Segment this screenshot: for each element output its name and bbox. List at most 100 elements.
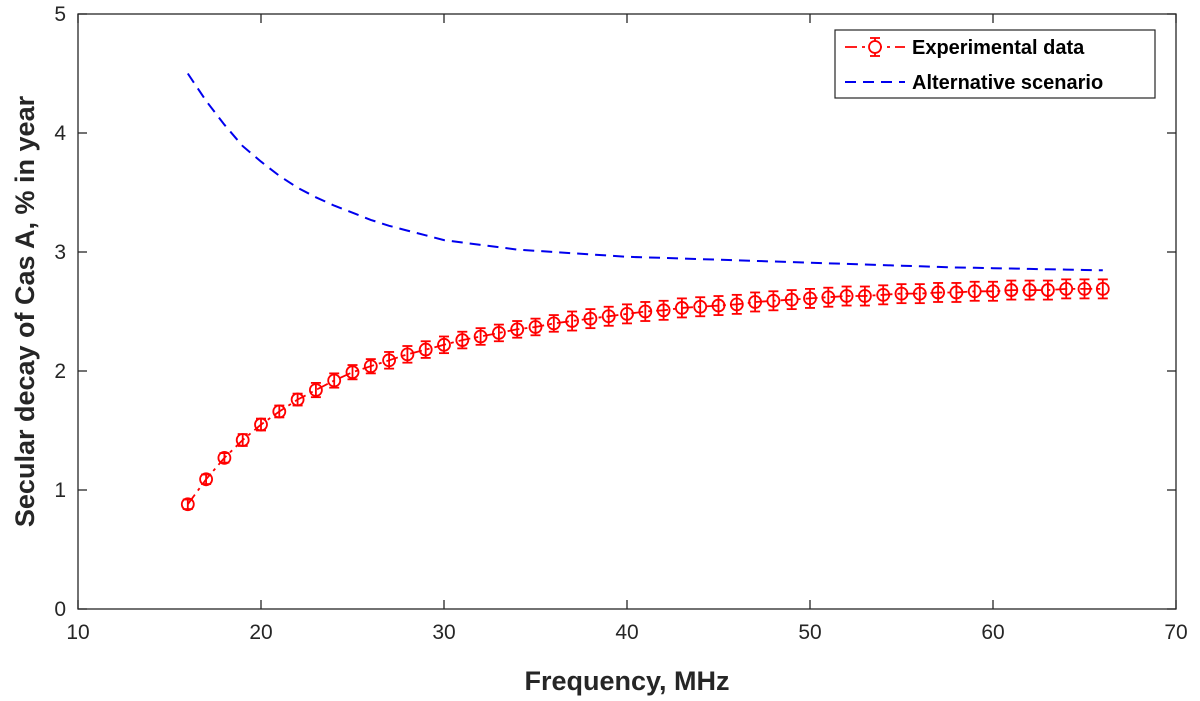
experimental-data-point bbox=[546, 314, 561, 333]
experimental-data-point bbox=[345, 364, 360, 381]
data-marker bbox=[583, 311, 598, 326]
legend-box bbox=[834, 29, 1156, 99]
data-marker bbox=[473, 329, 488, 344]
legend-sample-experimental bbox=[845, 37, 905, 57]
data-marker bbox=[382, 353, 397, 368]
data-marker bbox=[418, 342, 433, 357]
experimental-data-point bbox=[363, 358, 378, 375]
data-marker bbox=[748, 295, 762, 309]
experimental-data-point bbox=[235, 433, 250, 447]
data-marker bbox=[601, 309, 616, 324]
experimental-data-point bbox=[473, 327, 488, 346]
x-tick-label: 40 bbox=[615, 621, 638, 644]
data-marker bbox=[272, 404, 287, 419]
data-marker bbox=[931, 285, 945, 300]
data-marker bbox=[363, 359, 378, 374]
y-tick-label: 4 bbox=[54, 122, 66, 145]
data-marker bbox=[1077, 281, 1092, 296]
data-marker bbox=[1059, 281, 1074, 296]
experimental-data-point bbox=[638, 301, 653, 322]
experimental-data-point bbox=[821, 286, 836, 308]
experimental-data-point bbox=[1022, 279, 1037, 301]
experimental-data-point bbox=[400, 345, 415, 364]
experimental-data-point bbox=[217, 450, 232, 465]
experimental-data-point bbox=[583, 308, 598, 330]
x-tick-label: 10 bbox=[66, 621, 89, 644]
x-tick-label: 30 bbox=[432, 621, 455, 644]
data-marker bbox=[1004, 283, 1019, 297]
experimental-data-point bbox=[729, 293, 744, 315]
experimental-data-point bbox=[711, 295, 726, 316]
data-marker bbox=[839, 289, 854, 303]
data-marker bbox=[491, 326, 506, 340]
experimental-data-point bbox=[308, 381, 323, 399]
data-marker bbox=[1022, 283, 1037, 297]
experimental-data-point bbox=[180, 497, 195, 512]
experimental-data-point bbox=[1077, 278, 1092, 300]
x-tick-label: 20 bbox=[249, 621, 272, 644]
legend-label-experimental: Experimental data bbox=[912, 37, 1085, 59]
y-tick-label: 3 bbox=[54, 241, 66, 264]
legend-marker bbox=[868, 40, 882, 54]
data-marker bbox=[510, 322, 525, 337]
y-tick-label: 1 bbox=[54, 479, 66, 502]
data-marker bbox=[235, 433, 250, 447]
data-marker bbox=[912, 286, 927, 301]
data-marker bbox=[675, 301, 689, 315]
data-marker bbox=[620, 306, 634, 321]
experimental-data-point bbox=[1004, 279, 1019, 301]
experimental-data-point bbox=[912, 283, 927, 305]
x-tick-label: 50 bbox=[798, 621, 821, 644]
experimental-data-point bbox=[784, 289, 799, 311]
data-marker bbox=[254, 417, 268, 432]
data-marker bbox=[1095, 281, 1110, 296]
data-marker bbox=[858, 289, 872, 303]
y-tick-label: 5 bbox=[54, 3, 66, 26]
experimental-data-point bbox=[1059, 278, 1074, 300]
data-marker bbox=[345, 365, 360, 380]
data-marker bbox=[199, 472, 214, 487]
y-axis-title: Secular decay of Cas A, % in year bbox=[10, 95, 40, 527]
y-axis: 0 1 2 3 4 5 bbox=[54, 3, 1176, 621]
data-marker bbox=[894, 286, 909, 301]
data-marker bbox=[437, 337, 451, 352]
experimental-data-point bbox=[290, 392, 305, 407]
data-marker bbox=[876, 287, 891, 302]
experimental-data-point bbox=[327, 372, 342, 389]
experimental-data-point bbox=[510, 320, 525, 339]
experimental-data-point bbox=[601, 305, 616, 327]
data-marker bbox=[729, 297, 744, 312]
y-tick-label: 2 bbox=[54, 360, 66, 383]
experimental-data-point bbox=[455, 330, 470, 350]
experimental-data-point bbox=[986, 280, 1000, 302]
experimental-data-point bbox=[382, 351, 397, 370]
x-axis: 10 20 30 40 50 60 70 bbox=[66, 14, 1188, 644]
experimental-data-point bbox=[565, 310, 579, 332]
alternative-scenario-line bbox=[186, 72, 1103, 272]
data-marker bbox=[327, 373, 342, 388]
data-marker bbox=[180, 497, 195, 512]
data-marker bbox=[656, 303, 671, 318]
legend: Experimental data Alternative scenario bbox=[834, 29, 1156, 99]
experimental-data-point bbox=[675, 297, 689, 319]
legend-label-alternative: Alternative scenario bbox=[912, 72, 1103, 94]
data-marker bbox=[711, 298, 726, 313]
experimental-data-point bbox=[693, 296, 708, 318]
experimental-data-point bbox=[272, 404, 287, 419]
data-marker bbox=[967, 284, 982, 299]
experimental-data-point bbox=[620, 303, 634, 325]
y-tick-label: 0 bbox=[54, 598, 66, 621]
experimental-data-point bbox=[839, 285, 854, 307]
data-marker bbox=[308, 383, 323, 397]
experimental-data-point bbox=[199, 472, 214, 487]
data-marker bbox=[290, 392, 305, 407]
experimental-data-point bbox=[894, 283, 909, 305]
data-marker bbox=[821, 290, 836, 305]
data-marker bbox=[1041, 283, 1055, 297]
experimental-data-point bbox=[803, 287, 817, 309]
experimental-data-point bbox=[949, 282, 964, 303]
x-tick-label: 70 bbox=[1164, 621, 1187, 644]
experimental-data-point bbox=[931, 282, 945, 303]
data-marker bbox=[546, 316, 561, 331]
